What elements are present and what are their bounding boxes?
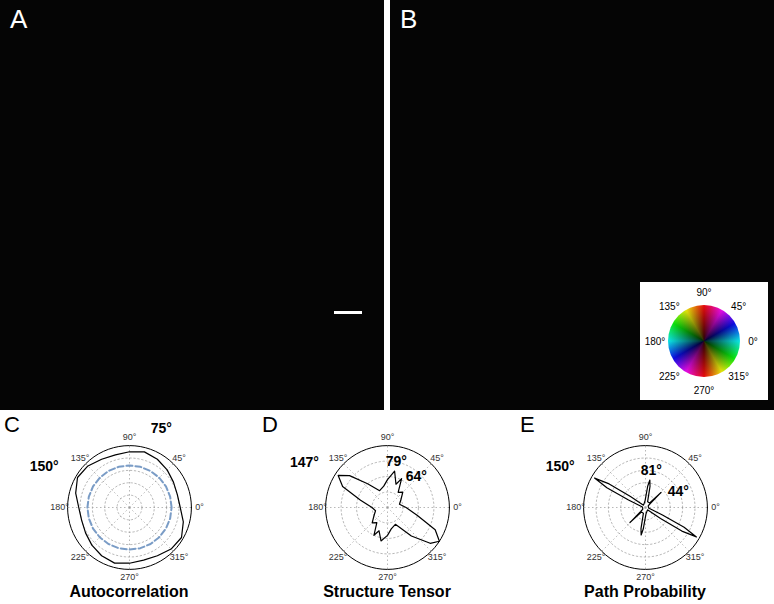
svg-text:147°: 147°: [290, 454, 319, 470]
svg-text:45°: 45°: [688, 453, 702, 463]
svg-text:90°: 90°: [381, 432, 395, 442]
svg-text:135°: 135°: [329, 453, 348, 463]
svg-text:180°: 180°: [566, 502, 585, 512]
svg-text:225°: 225°: [71, 552, 90, 562]
html-text:225°: 225°: [659, 370, 680, 382]
svg-text:0°: 0°: [711, 502, 720, 512]
html-text:A: A: [10, 4, 28, 34]
svg-text:150°: 150°: [30, 458, 59, 474]
svg-text:135°: 135°: [71, 453, 90, 463]
svg-text:0°: 0°: [195, 502, 204, 512]
svg-text:150°: 150°: [546, 458, 575, 474]
html-text:90°: 90°: [696, 286, 712, 298]
html-text:E: E: [520, 412, 535, 437]
html-text:270°: 270°: [693, 384, 715, 396]
html-text:C: C: [4, 412, 20, 437]
html-text:Autocorrelation: Autocorrelation: [69, 583, 189, 600]
svg-text:270°: 270°: [378, 572, 397, 582]
html-text:45°: 45°: [731, 300, 747, 312]
html-text:315°: 315°: [728, 370, 749, 382]
svg-text:315°: 315°: [428, 552, 447, 562]
svg-text:0°: 0°: [453, 502, 462, 512]
svg-text:45°: 45°: [172, 453, 186, 463]
html-text:B: B: [400, 4, 418, 34]
svg-text:135°: 135°: [587, 453, 606, 463]
html-text:135°: 135°: [659, 300, 680, 312]
html-text:Path Probability: Path Probability: [584, 583, 706, 600]
svg-text:180°: 180°: [308, 502, 327, 512]
svg-text:180°: 180°: [50, 502, 69, 512]
svg-text:315°: 315°: [170, 552, 189, 562]
html-text:180°: 180°: [644, 335, 666, 347]
html-text:0°: 0°: [748, 335, 758, 347]
svg-text:225°: 225°: [329, 552, 348, 562]
svg-text:90°: 90°: [639, 432, 653, 442]
svg-text:45°: 45°: [430, 453, 444, 463]
html-text:Structure Tensor: Structure Tensor: [323, 583, 451, 600]
svg-text:270°: 270°: [120, 572, 139, 582]
html-text:D: D: [262, 412, 278, 437]
svg-text:79°: 79°: [386, 453, 407, 469]
svg-text:75°: 75°: [151, 420, 172, 436]
svg-text:81°: 81°: [641, 462, 662, 478]
svg-text:315°: 315°: [686, 552, 705, 562]
svg-text:44°: 44°: [668, 483, 689, 499]
svg-text:90°: 90°: [123, 432, 137, 442]
svg-text:270°: 270°: [636, 572, 655, 582]
svg-text:225°: 225°: [587, 552, 606, 562]
svg-text:64°: 64°: [406, 468, 427, 484]
